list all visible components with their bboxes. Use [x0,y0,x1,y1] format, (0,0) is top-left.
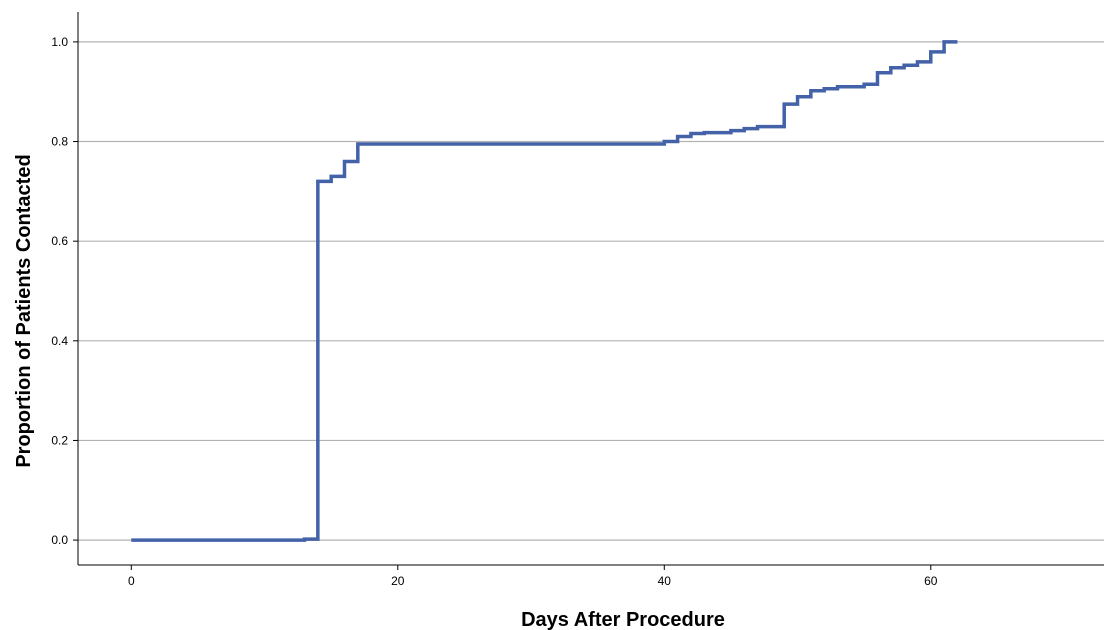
y-tick-label: 0.2 [51,433,68,447]
x-axis-title: Days After Procedure [521,609,725,630]
y-tick-label: 0.4 [51,334,68,348]
y-tick-label: 0.6 [51,234,68,248]
series-layer [131,40,958,542]
y-tick-label: 0.0 [51,533,68,547]
x-tick-label: 40 [658,574,672,588]
x-tick-label: 0 [128,574,135,588]
tick-labels: 0.0 0.2 0.4 0.6 0.8 1.0 0 20 40 60 [51,35,937,588]
axes [73,12,1104,570]
x-tick-label: 60 [924,574,938,588]
series-line [131,40,958,542]
gridlines [78,41,1104,541]
y-tick-label: 0.8 [51,135,68,149]
y-tick-label: 1.0 [51,35,68,49]
x-tick-label: 20 [391,574,405,588]
y-axis-title: Proportion of Patients Contacted [13,154,35,467]
